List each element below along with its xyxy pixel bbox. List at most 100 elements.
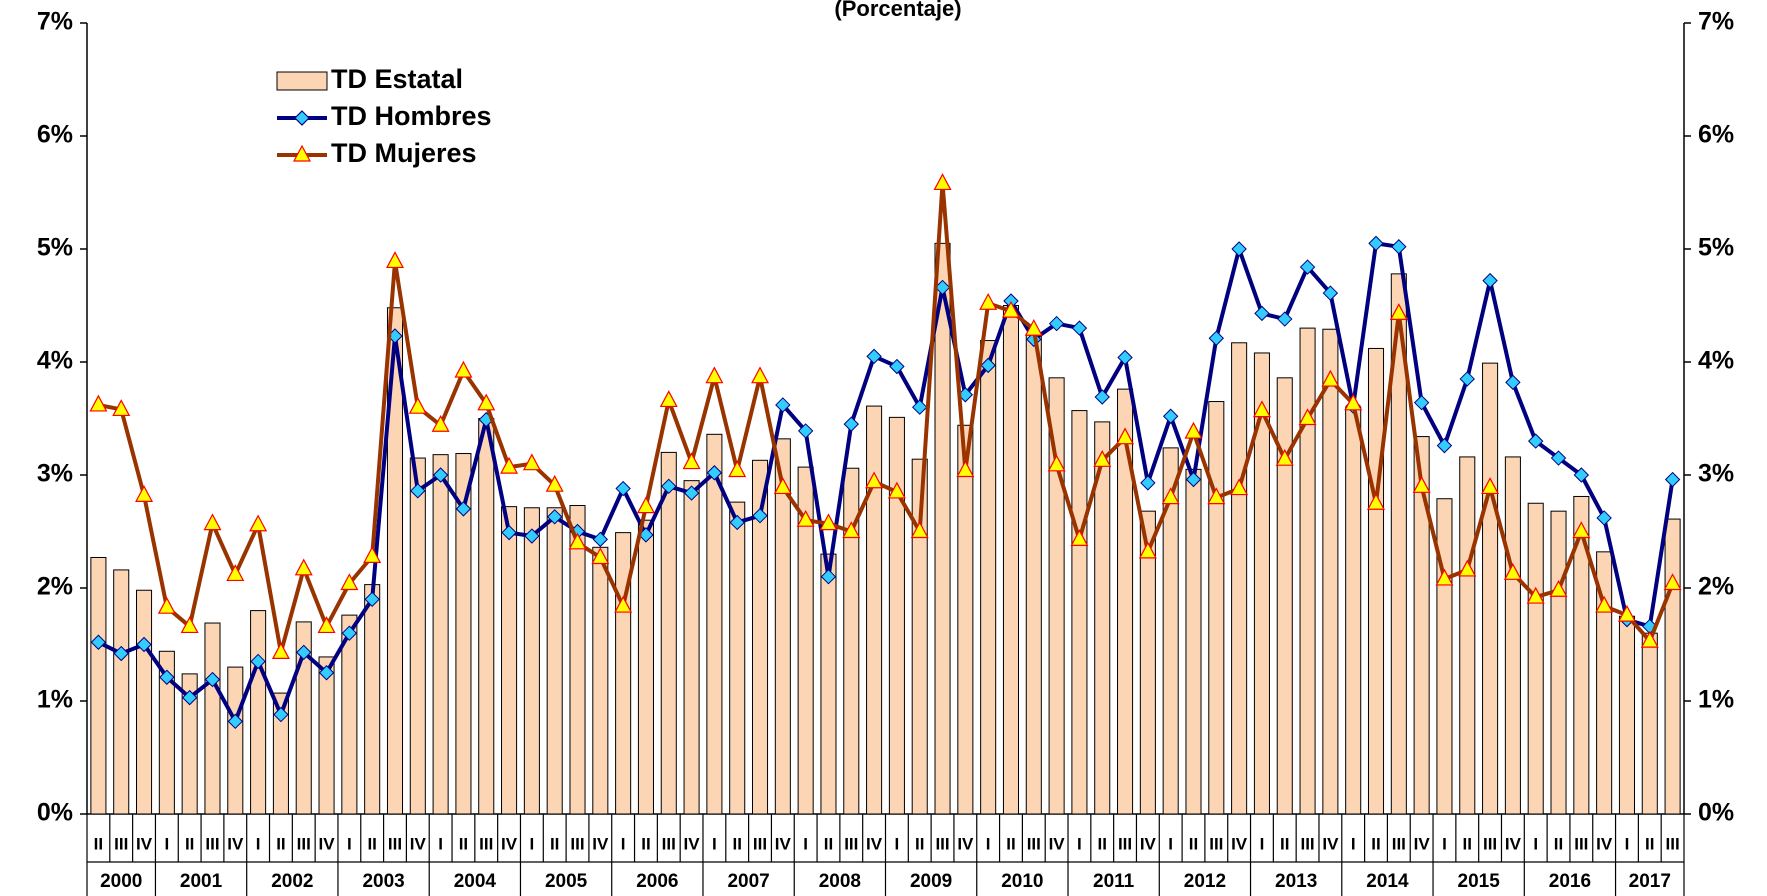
bar	[181, 673, 198, 815]
y2-tick-label: 1%	[1698, 686, 1734, 714]
marker	[1094, 389, 1110, 405]
x-tick-label: II	[1189, 834, 1198, 853]
year-label: 2005	[545, 871, 588, 892]
bar	[1071, 410, 1088, 815]
x-tick-label: III	[388, 834, 402, 853]
marker	[204, 671, 221, 688]
y-tick-label: 3%	[37, 460, 73, 488]
marker	[751, 366, 770, 384]
marker	[1161, 487, 1180, 505]
marker	[408, 396, 427, 414]
marker	[912, 399, 928, 415]
x-tick-label: I	[1533, 834, 1538, 853]
x-tick-label: I	[621, 834, 626, 853]
bar	[888, 416, 905, 815]
marker	[524, 528, 540, 544]
y-tick-label: 1%	[37, 686, 73, 714]
bar	[1322, 328, 1339, 815]
bar	[797, 466, 814, 815]
bar	[1482, 362, 1499, 815]
marker	[887, 481, 906, 499]
year-label: 2002	[271, 871, 313, 892]
x-tick-label: IV	[592, 834, 609, 853]
bar	[295, 621, 312, 815]
bar	[546, 507, 563, 815]
bar	[1185, 468, 1202, 815]
bar	[204, 622, 221, 815]
x-tick-label: IV	[319, 834, 336, 853]
bar	[1641, 632, 1658, 815]
bar	[820, 553, 837, 815]
bar	[934, 242, 951, 815]
x-tick-label: III	[570, 834, 584, 853]
bar	[1276, 377, 1293, 815]
bar	[592, 546, 609, 815]
marker	[661, 478, 677, 495]
bar	[318, 656, 335, 815]
marker	[1663, 573, 1682, 591]
year-label: 2012	[1184, 871, 1226, 892]
x-tick-label: III	[1392, 834, 1406, 853]
legend-marker	[293, 144, 311, 162]
marker	[1138, 541, 1157, 559]
bar	[158, 650, 175, 815]
marker	[135, 485, 154, 502]
marker	[1505, 374, 1521, 391]
marker	[706, 465, 723, 481]
x-tick-label: III	[1666, 834, 1680, 853]
marker	[318, 665, 335, 681]
x-tick-label: IV	[1596, 834, 1613, 853]
y-tick-label: 5%	[37, 234, 73, 262]
bar	[386, 307, 404, 815]
x-tick-label: II	[185, 834, 194, 853]
x-tick-label: IV	[775, 834, 792, 853]
bar	[729, 501, 746, 815]
y2-tick-label: 6%	[1698, 121, 1734, 149]
marker	[1322, 285, 1339, 301]
marker	[682, 452, 701, 470]
x-tick-label: II	[550, 834, 559, 853]
bar	[1208, 401, 1225, 815]
marker	[1207, 487, 1226, 505]
y2-tick-label: 7%	[1698, 8, 1734, 36]
marker	[1617, 604, 1636, 622]
bar	[1367, 347, 1385, 815]
y-tick-label: 0%	[37, 799, 73, 827]
marker	[1459, 371, 1475, 387]
marker	[296, 644, 312, 661]
y2-tick-label: 0%	[1698, 799, 1734, 827]
marker	[250, 653, 266, 670]
y2-tick-label: 2%	[1698, 573, 1734, 601]
bar	[1664, 518, 1681, 815]
x-tick-label: I	[347, 834, 352, 853]
x-tick-label: IV	[1140, 834, 1157, 853]
marker	[775, 397, 791, 413]
marker	[1550, 450, 1567, 466]
bar	[1390, 273, 1407, 815]
marker	[249, 514, 268, 532]
bar	[1596, 551, 1613, 815]
marker	[271, 642, 290, 660]
bar	[1253, 352, 1270, 815]
x-tick-label: III	[1574, 834, 1588, 853]
year-label: 2016	[1549, 871, 1591, 892]
x-tick-label: I	[803, 834, 808, 853]
marker	[1048, 315, 1065, 332]
legend-marker	[294, 110, 310, 126]
marker	[1116, 427, 1135, 445]
marker	[89, 394, 108, 412]
x-tick-label: I	[1442, 834, 1447, 853]
marker	[1482, 272, 1498, 289]
x-tick-label: III	[114, 834, 128, 853]
marker	[659, 390, 678, 408]
x-tick-label: II	[459, 834, 468, 853]
x-tick-label: I	[1625, 834, 1630, 853]
bar	[1299, 327, 1316, 815]
y-tick-label: 4%	[37, 347, 73, 375]
marker	[568, 532, 587, 550]
x-tick-label: IV	[1231, 834, 1248, 853]
x-tick-label: II	[1371, 834, 1380, 853]
marker	[1047, 454, 1066, 472]
bar	[980, 340, 997, 815]
